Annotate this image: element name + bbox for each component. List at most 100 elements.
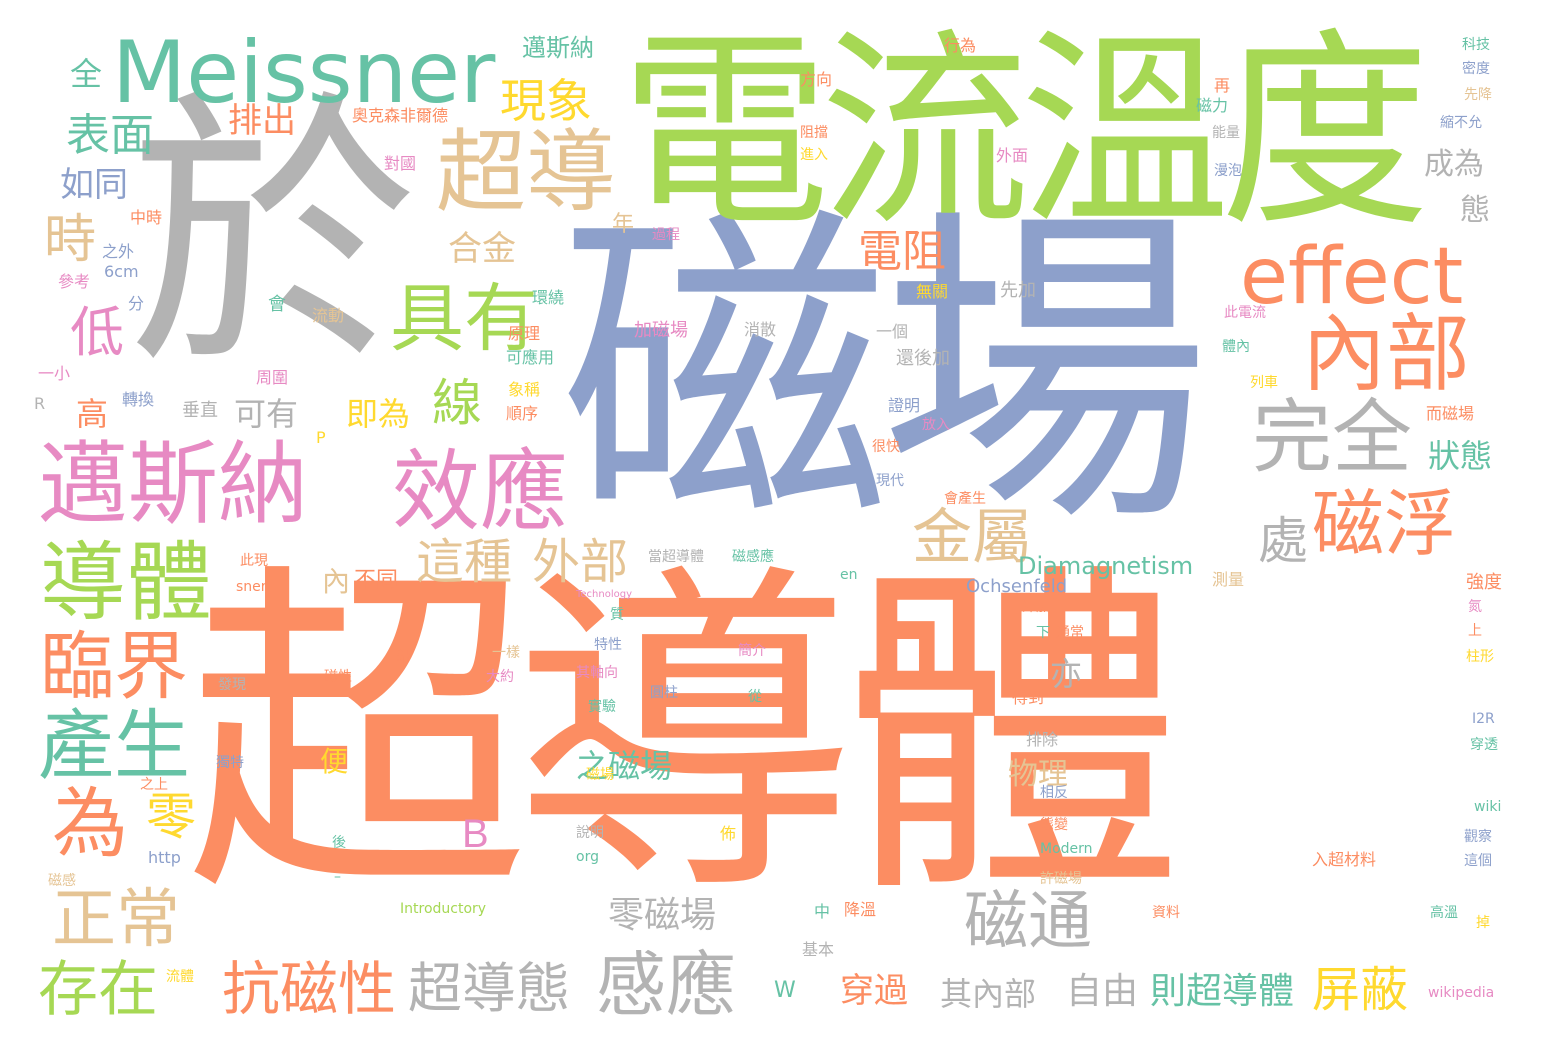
cloud-word: 成為 xyxy=(1424,147,1484,182)
cloud-word: 從 xyxy=(748,689,762,705)
cloud-word: 後 xyxy=(332,835,346,851)
cloud-word: 物理 xyxy=(1008,757,1068,792)
cloud-word: 穿過 xyxy=(840,971,908,1011)
cloud-word: 體內 xyxy=(1222,339,1250,355)
cloud-word: sner xyxy=(236,579,267,595)
cloud-word: 抗磁性 xyxy=(222,955,397,1023)
cloud-word: 掉 xyxy=(1476,915,1490,931)
cloud-word: 這個 xyxy=(1464,853,1492,869)
cloud-word: Technology xyxy=(576,589,633,600)
cloud-word: 科技 xyxy=(1462,37,1490,53)
cloud-word: W xyxy=(774,978,796,1003)
cloud-word: 便 xyxy=(320,745,349,778)
cloud-word: 此電流 xyxy=(1224,305,1266,321)
cloud-word: 合金 xyxy=(448,229,516,269)
cloud-word: 中時 xyxy=(130,208,163,227)
cloud-word: 質 xyxy=(610,607,624,623)
cloud-word: 參考 xyxy=(58,272,91,291)
cloud-word: 線 xyxy=(432,374,482,432)
cloud-word: 邁斯納 xyxy=(522,34,594,62)
cloud-word: Meissner xyxy=(112,23,496,123)
cloud-word: effect xyxy=(1240,232,1464,322)
cloud-word: 產生 xyxy=(38,701,190,790)
cloud-word: 許磁場 xyxy=(1040,871,1082,887)
cloud-word: 穿透 xyxy=(1470,737,1498,753)
cloud-word: 現象 xyxy=(500,74,592,128)
cloud-word: 零 xyxy=(146,788,196,846)
cloud-word: 很快 xyxy=(872,439,900,455)
cloud-word: 電阻 xyxy=(858,226,946,277)
cloud-word: 處 xyxy=(1258,512,1308,570)
cloud-word: 此現 xyxy=(240,553,268,569)
cloud-word: 時 xyxy=(44,210,97,270)
cloud-word: 再 xyxy=(1214,76,1231,95)
cloud-word: 高 xyxy=(76,395,109,433)
cloud-word: 於 xyxy=(128,68,418,405)
cloud-word: 放入 xyxy=(922,417,950,433)
cloud-word: 相反 xyxy=(1040,785,1068,801)
cloud-word: http xyxy=(148,848,181,867)
cloud-word: 測量 xyxy=(1212,570,1245,589)
cloud-word: 磁感 xyxy=(48,873,76,889)
cloud-word: 表面 xyxy=(66,110,154,161)
cloud-word: 磁感應 xyxy=(732,549,774,565)
cloud-word: 還後加 xyxy=(896,348,950,369)
cloud-word: 資料 xyxy=(1152,905,1180,921)
cloud-word: 外面 xyxy=(996,146,1029,165)
cloud-word: 會 xyxy=(268,294,286,315)
cloud-word: 屏蔽 xyxy=(1312,962,1409,1018)
cloud-word: 正常 xyxy=(52,883,180,957)
cloud-word: 環繞 xyxy=(532,288,565,307)
cloud-word: 強度 xyxy=(1466,572,1502,593)
cloud-word: 氮 xyxy=(1468,599,1482,615)
cloud-word: 導體 xyxy=(40,533,212,633)
cloud-word: 高溫 xyxy=(1430,905,1458,921)
cloud-word: 完全 xyxy=(1252,391,1412,484)
cloud-word: 進入 xyxy=(800,147,828,163)
cloud-word: 大約 xyxy=(486,669,514,685)
cloud-word: 為 xyxy=(52,779,128,868)
cloud-word: 對國 xyxy=(384,154,417,173)
cloud-word: 自由 xyxy=(1066,971,1139,1012)
cloud-word: 現代 xyxy=(876,473,904,489)
cloud-word: 順序 xyxy=(506,404,539,423)
cloud-word: 感應 xyxy=(596,944,736,1026)
cloud-word: 溫度 xyxy=(1020,10,1430,255)
cloud-word: 降溫 xyxy=(844,900,877,919)
cloud-word: Introductory xyxy=(400,901,487,917)
cloud-word: 消散 xyxy=(744,320,777,339)
cloud-word: org xyxy=(576,849,599,865)
cloud-word: 當超導體 xyxy=(648,549,704,565)
cloud-word: 則超導體 xyxy=(1150,971,1295,1012)
cloud-word: 過程 xyxy=(652,227,680,243)
cloud-word: 可有 xyxy=(234,395,299,433)
cloud-word: 入超材料 xyxy=(1312,850,1377,869)
cloud-word: 無關 xyxy=(916,282,949,301)
cloud-word: 得到 xyxy=(1012,688,1045,707)
cloud-word: 圓柱 xyxy=(650,685,678,701)
cloud-word: 證明 xyxy=(888,396,921,415)
cloud-word: 狀態 xyxy=(1428,437,1493,475)
cloud-word: 零磁場 xyxy=(608,895,717,936)
cloud-word: 可應用 xyxy=(506,348,555,367)
cloud-word: 柱形 xyxy=(1466,649,1494,665)
cloud-word: 一小 xyxy=(38,364,71,383)
cloud-word: 磁力 xyxy=(1196,96,1229,115)
cloud-word: 發現 xyxy=(218,677,246,693)
cloud-word: 態 xyxy=(1460,193,1490,228)
cloud-word: 超導體 xyxy=(185,537,1184,938)
cloud-word: R xyxy=(34,394,46,413)
cloud-word: 這種 xyxy=(416,534,513,590)
cloud-word: 周圍 xyxy=(256,368,289,387)
cloud-word: 原理 xyxy=(508,324,541,343)
cloud-word: 其軸向 xyxy=(576,665,618,681)
cloud-word: 全 xyxy=(70,55,103,93)
cloud-word: 流體 xyxy=(166,969,194,985)
cloud-word: 簡介 xyxy=(738,643,766,659)
cloud-word: 觀察 xyxy=(1464,829,1492,845)
cloud-word: 具有 xyxy=(390,276,538,362)
cloud-word: 上 xyxy=(1468,623,1482,639)
cloud-word: 漫泡 xyxy=(1214,163,1242,179)
cloud-word: 排除 xyxy=(1026,730,1059,749)
